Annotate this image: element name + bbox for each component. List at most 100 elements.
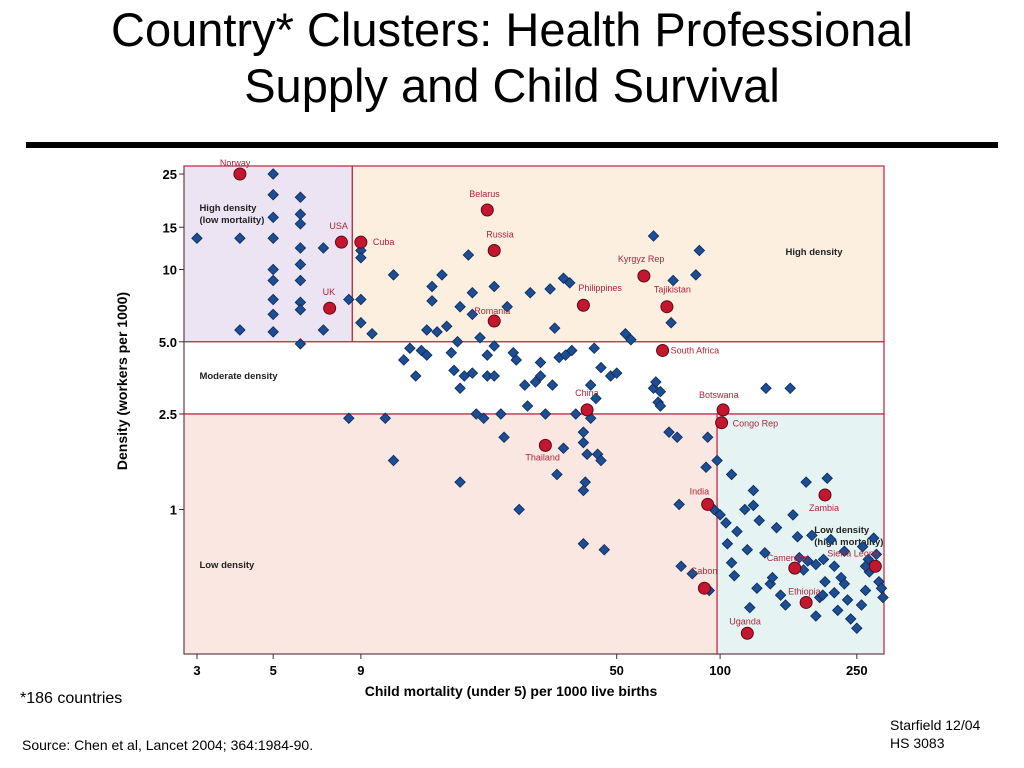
country-point — [760, 382, 772, 395]
country-point — [343, 293, 355, 306]
country-point — [454, 382, 466, 395]
country-point — [551, 468, 563, 481]
country-point — [619, 327, 632, 340]
country-point-india — [701, 497, 715, 511]
y-tick-label: 15 — [163, 220, 177, 235]
country-point — [524, 287, 536, 299]
country-point — [294, 338, 307, 350]
region-label-low-density-high-mortality: Low density (high mortality) — [814, 525, 883, 548]
country-point — [784, 382, 796, 395]
country-point — [787, 509, 799, 521]
country-point — [810, 558, 822, 571]
country-point-zambia — [818, 488, 832, 502]
country-point — [693, 244, 706, 257]
country-point — [440, 320, 453, 333]
country-point — [725, 468, 738, 481]
country-point — [445, 346, 458, 359]
country-point — [821, 472, 833, 484]
country-point — [810, 610, 822, 622]
country-point — [477, 412, 490, 425]
country-point — [770, 521, 783, 534]
country-point — [234, 232, 246, 245]
country-point — [474, 331, 486, 344]
country-point — [366, 327, 378, 340]
country-point — [856, 540, 869, 553]
title-line-2: Supply and Child Survival — [244, 59, 780, 112]
region-label-high-density-low-mortality: High density (low mortality) — [199, 203, 264, 226]
y-tick-label: 10 — [163, 263, 177, 278]
country-point-gabon — [697, 581, 711, 595]
country-point — [294, 274, 307, 287]
country-point-norway — [233, 167, 247, 181]
country-point — [728, 569, 741, 582]
y-axis-label: Density (workers per 1000) — [114, 292, 130, 470]
country-point — [577, 436, 590, 449]
country-point-china — [580, 403, 594, 417]
country-point-romania — [487, 314, 501, 328]
country-point — [488, 370, 500, 382]
country-point — [747, 484, 760, 497]
country-point-cameroon — [788, 561, 802, 575]
country-point — [191, 232, 203, 245]
country-point-uk — [323, 301, 337, 315]
country-point — [690, 269, 702, 281]
country-point — [577, 484, 590, 497]
x-tick-label: 3 — [193, 663, 200, 678]
country-point — [387, 269, 400, 281]
country-point — [404, 342, 416, 354]
region-low-density-high-mortality — [716, 413, 885, 655]
y-tick-label: 2.5 — [159, 407, 177, 422]
country-point — [673, 498, 685, 511]
country-point — [663, 426, 675, 438]
country-point — [791, 530, 804, 543]
country-point — [470, 408, 482, 420]
country-point — [534, 370, 547, 382]
country-point — [498, 431, 510, 444]
country-point — [859, 584, 872, 597]
country-label-zambia: Zambia — [809, 503, 839, 513]
country-label-gabon: Gabon — [690, 566, 717, 576]
country-point — [714, 509, 726, 521]
country-point — [317, 324, 330, 336]
country-point — [859, 560, 872, 573]
country-point — [462, 249, 475, 261]
country-point — [588, 342, 600, 354]
country-point — [415, 344, 428, 357]
country-point — [267, 211, 279, 224]
country-label-tajikistan: Tajikistan — [654, 285, 691, 295]
country-point — [436, 269, 448, 281]
attribution-line-1: Starfield 12/04 — [890, 717, 981, 733]
country-point — [466, 308, 479, 321]
country-point — [466, 287, 479, 299]
country-point — [841, 594, 854, 606]
footnote: *186 countries — [20, 690, 123, 707]
country-point-sierra-leone — [868, 559, 882, 573]
country-point — [421, 349, 433, 361]
country-point — [819, 575, 831, 588]
country-label-uganda: Uganda — [729, 616, 761, 626]
country-point-thailand — [538, 438, 552, 452]
country-point — [851, 622, 863, 635]
country-point — [495, 408, 507, 420]
country-point — [539, 408, 552, 420]
country-point — [519, 379, 531, 391]
country-point — [267, 308, 279, 321]
country-point — [665, 316, 677, 329]
title-line-1: Country* Clusters: Health Professional — [111, 3, 913, 56]
country-point — [838, 545, 851, 558]
country-point — [747, 499, 760, 512]
country-point-uganda — [740, 626, 754, 640]
country-point — [816, 589, 829, 601]
country-point — [577, 537, 590, 550]
country-point-botswana — [716, 403, 730, 417]
country-point — [267, 293, 279, 306]
country-point — [721, 537, 734, 550]
country-point — [700, 461, 712, 474]
region-label-layer: High density (low mortality) High density M… — [199, 203, 883, 571]
country-point — [625, 333, 637, 346]
region-layer — [183, 165, 885, 655]
region-high-density — [351, 165, 885, 343]
country-point — [581, 448, 593, 460]
country-point — [802, 555, 814, 567]
country-point — [584, 412, 597, 425]
